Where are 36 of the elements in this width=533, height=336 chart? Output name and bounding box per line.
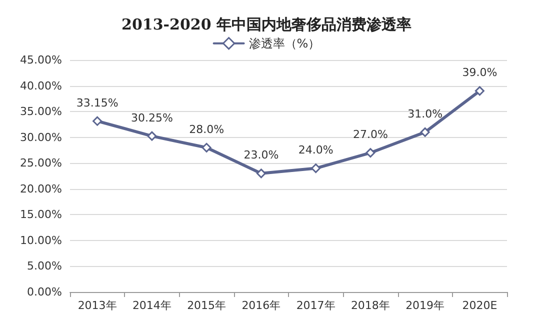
data-label: 30.25% xyxy=(130,111,173,124)
y-tick-label: 0.00% xyxy=(27,286,62,298)
y-tick-label: 10.00% xyxy=(20,234,62,247)
x-tick-label: 2015年 xyxy=(187,299,226,312)
point xyxy=(202,142,212,152)
x-tick-label: 2013年 xyxy=(78,299,117,312)
point xyxy=(366,148,376,158)
y-tick-label: 45.00% xyxy=(20,54,62,66)
x-tick-label: 2020E xyxy=(462,299,498,312)
x-tick-label: 2019年 xyxy=(406,299,445,312)
y-tick-label: 20.00% xyxy=(20,182,62,196)
data-label: 24.0% xyxy=(298,144,334,157)
y-tick-label: 35.00% xyxy=(20,105,62,118)
point xyxy=(311,164,321,174)
x-tick-label: 2016年 xyxy=(242,299,281,312)
y-tick-label: 25.00% xyxy=(20,156,62,170)
point xyxy=(256,168,266,178)
y-tick-label: 15.00% xyxy=(20,208,62,222)
chart-title: 2013-2020 年中国内地奢侈品消费渗透率 xyxy=(122,16,412,34)
point xyxy=(474,86,484,96)
x-tick-label: 2017年 xyxy=(296,299,336,312)
point xyxy=(147,131,157,141)
data-label: 31.0% xyxy=(408,107,443,120)
x-tick-label: 2014年 xyxy=(132,299,172,312)
y-tick-label: 40.00% xyxy=(20,79,62,92)
data-label: 39.0% xyxy=(462,66,498,80)
point xyxy=(92,116,102,126)
data-label: 28.0% xyxy=(189,122,224,136)
data-label: 23.0% xyxy=(244,148,279,162)
data-label: 27.0% xyxy=(352,128,388,142)
x-tick-label: 2018年 xyxy=(350,299,390,312)
point xyxy=(420,127,430,137)
data-label: 33.15% xyxy=(76,96,118,110)
y-tick-label: 30.00% xyxy=(20,130,62,144)
legend-label: 渗透率（%） xyxy=(248,36,320,50)
y-tick-label: 5.00% xyxy=(27,260,62,273)
